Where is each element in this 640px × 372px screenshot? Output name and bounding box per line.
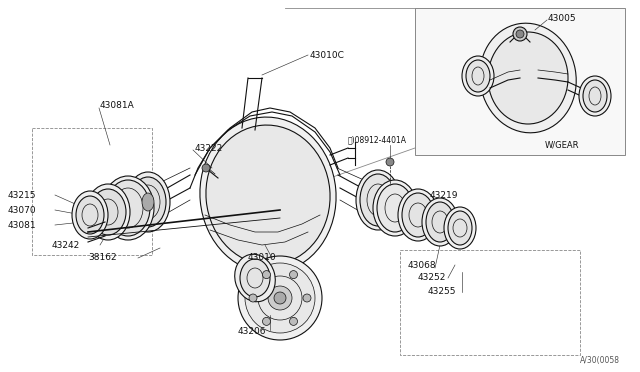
Ellipse shape: [142, 193, 154, 211]
Text: 43068: 43068: [408, 260, 436, 269]
Ellipse shape: [126, 172, 170, 232]
Text: 38162: 38162: [88, 253, 116, 263]
Circle shape: [386, 158, 394, 166]
Ellipse shape: [583, 80, 607, 112]
Ellipse shape: [373, 180, 417, 236]
Circle shape: [303, 294, 311, 302]
Text: 43010: 43010: [248, 253, 276, 263]
Text: W/GEAR: W/GEAR: [545, 141, 579, 150]
Ellipse shape: [444, 207, 476, 249]
Ellipse shape: [76, 196, 104, 234]
Circle shape: [249, 294, 257, 302]
Circle shape: [202, 164, 210, 172]
Text: 43242: 43242: [52, 241, 80, 250]
Text: Ⓝ)08912-4401A: Ⓝ)08912-4401A: [348, 135, 407, 144]
Text: 43222: 43222: [195, 144, 223, 153]
Text: 43206: 43206: [238, 327, 266, 337]
Ellipse shape: [488, 32, 568, 124]
Text: 43010C: 43010C: [310, 51, 345, 60]
Ellipse shape: [200, 117, 336, 273]
Ellipse shape: [398, 189, 438, 241]
Text: 43070: 43070: [8, 205, 36, 215]
Ellipse shape: [90, 189, 126, 235]
Ellipse shape: [579, 76, 611, 116]
Circle shape: [268, 286, 292, 310]
Ellipse shape: [235, 254, 275, 302]
Ellipse shape: [86, 184, 130, 240]
Text: A/30(0058: A/30(0058: [580, 356, 620, 365]
Ellipse shape: [360, 174, 396, 226]
Ellipse shape: [72, 191, 108, 239]
Circle shape: [289, 270, 298, 279]
Ellipse shape: [466, 60, 490, 92]
Ellipse shape: [130, 177, 166, 227]
Circle shape: [516, 30, 524, 38]
Text: 43081A: 43081A: [100, 100, 135, 109]
Ellipse shape: [480, 23, 576, 133]
Ellipse shape: [448, 211, 472, 245]
Ellipse shape: [402, 193, 434, 237]
Ellipse shape: [102, 176, 154, 240]
Ellipse shape: [356, 170, 400, 230]
Circle shape: [245, 263, 315, 333]
Text: 43252: 43252: [418, 273, 446, 282]
Ellipse shape: [426, 202, 454, 242]
Circle shape: [513, 27, 527, 41]
Ellipse shape: [377, 184, 413, 232]
Text: 43255: 43255: [428, 288, 456, 296]
Text: 43215: 43215: [8, 190, 36, 199]
Ellipse shape: [106, 180, 150, 236]
Ellipse shape: [240, 259, 270, 297]
Circle shape: [262, 317, 271, 326]
Circle shape: [274, 292, 286, 304]
Ellipse shape: [206, 125, 330, 265]
Circle shape: [238, 256, 322, 340]
Circle shape: [289, 317, 298, 326]
Ellipse shape: [462, 56, 494, 96]
Circle shape: [262, 270, 271, 279]
Text: 43005: 43005: [548, 13, 577, 22]
Text: 43081: 43081: [8, 221, 36, 230]
Text: 43219: 43219: [430, 190, 458, 199]
Ellipse shape: [422, 198, 458, 246]
Polygon shape: [415, 8, 625, 155]
